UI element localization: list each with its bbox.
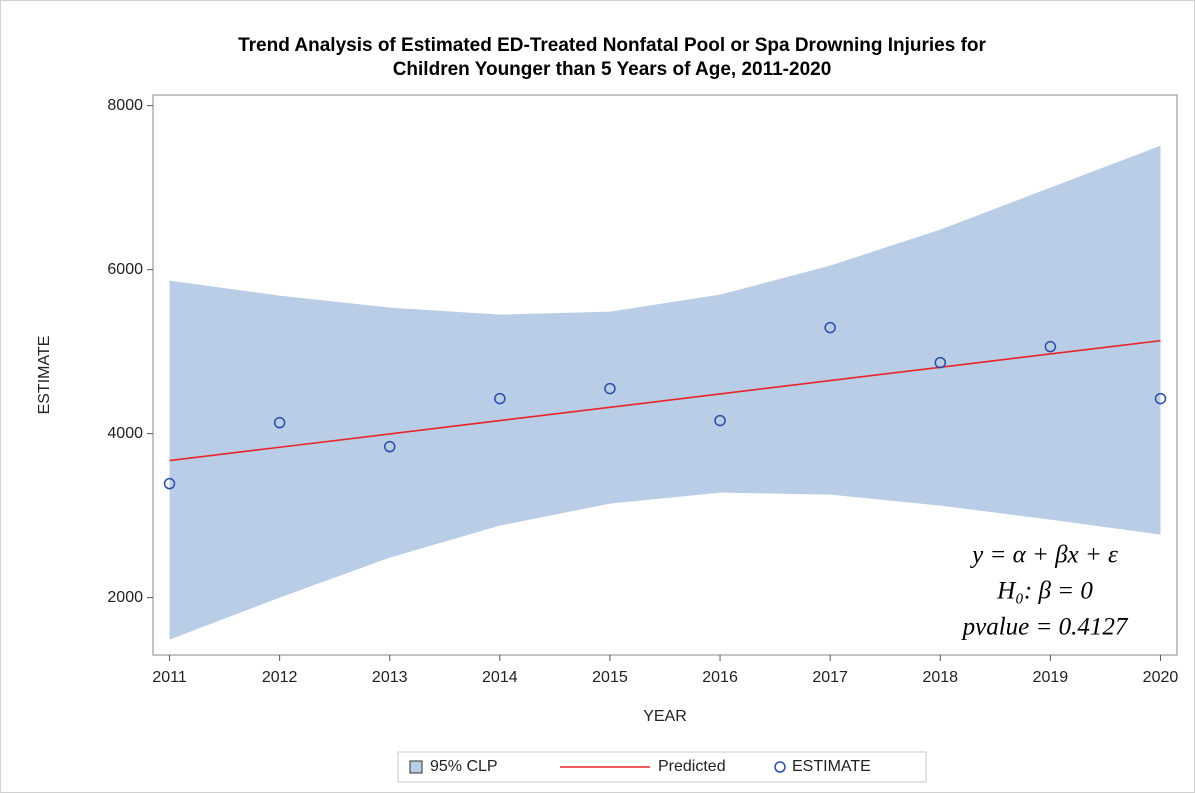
legend-swatch	[409, 760, 423, 774]
x-tick-label: 2011	[152, 669, 187, 686]
legend-label: ESTIMATE	[792, 758, 871, 775]
x-tick-label: 2018	[922, 669, 958, 686]
predicted-line	[169, 339, 1161, 462]
y-tick-label: 2000	[107, 589, 143, 606]
legend-frame	[397, 751, 927, 783]
estimate-point	[1044, 340, 1057, 353]
annotation: y = α + βx + ε	[969, 542, 1118, 569]
y-tick-label: 6000	[107, 261, 143, 278]
x-tick-label: 2015	[592, 669, 628, 686]
estimate-point	[383, 440, 396, 453]
plot-frame	[152, 94, 1178, 656]
estimate-point	[1154, 392, 1167, 405]
confidence-band	[169, 145, 1161, 640]
annotation: H₀: β = 0	[996, 578, 1093, 605]
estimate-point	[604, 382, 616, 395]
chart-title: Trend Analysis of Estimated ED-Treated N…	[238, 35, 986, 56]
x-tick-label: 2020	[1143, 669, 1179, 686]
x-axis-label: YEAR	[643, 708, 687, 725]
estimate-point	[273, 416, 286, 429]
x-tick-label: 2019	[1033, 669, 1069, 686]
estimate-point	[824, 321, 836, 334]
chart-title: Children Younger than 5 Years of Age, 20…	[393, 59, 832, 80]
estimate-point	[714, 414, 726, 427]
estimate-point	[494, 392, 506, 405]
x-tick-label: 2014	[482, 669, 518, 686]
x-tick-label: 2017	[812, 669, 848, 686]
y-axis-label: ESTIMATE	[36, 336, 53, 415]
x-tick-label: 2013	[372, 669, 408, 686]
annotation: pvalue = 0.4127	[961, 614, 1129, 641]
legend-label: 95% CLP	[430, 758, 498, 775]
x-tick-label: 2012	[262, 669, 298, 686]
estimate-point	[163, 477, 176, 490]
y-tick-label: 4000	[107, 425, 143, 442]
estimate-point	[934, 356, 947, 369]
y-tick-label: 8000	[107, 97, 143, 114]
legend-label: Predicted	[658, 758, 726, 775]
x-tick-label: 2016	[702, 669, 738, 686]
legend-swatch	[774, 761, 786, 773]
